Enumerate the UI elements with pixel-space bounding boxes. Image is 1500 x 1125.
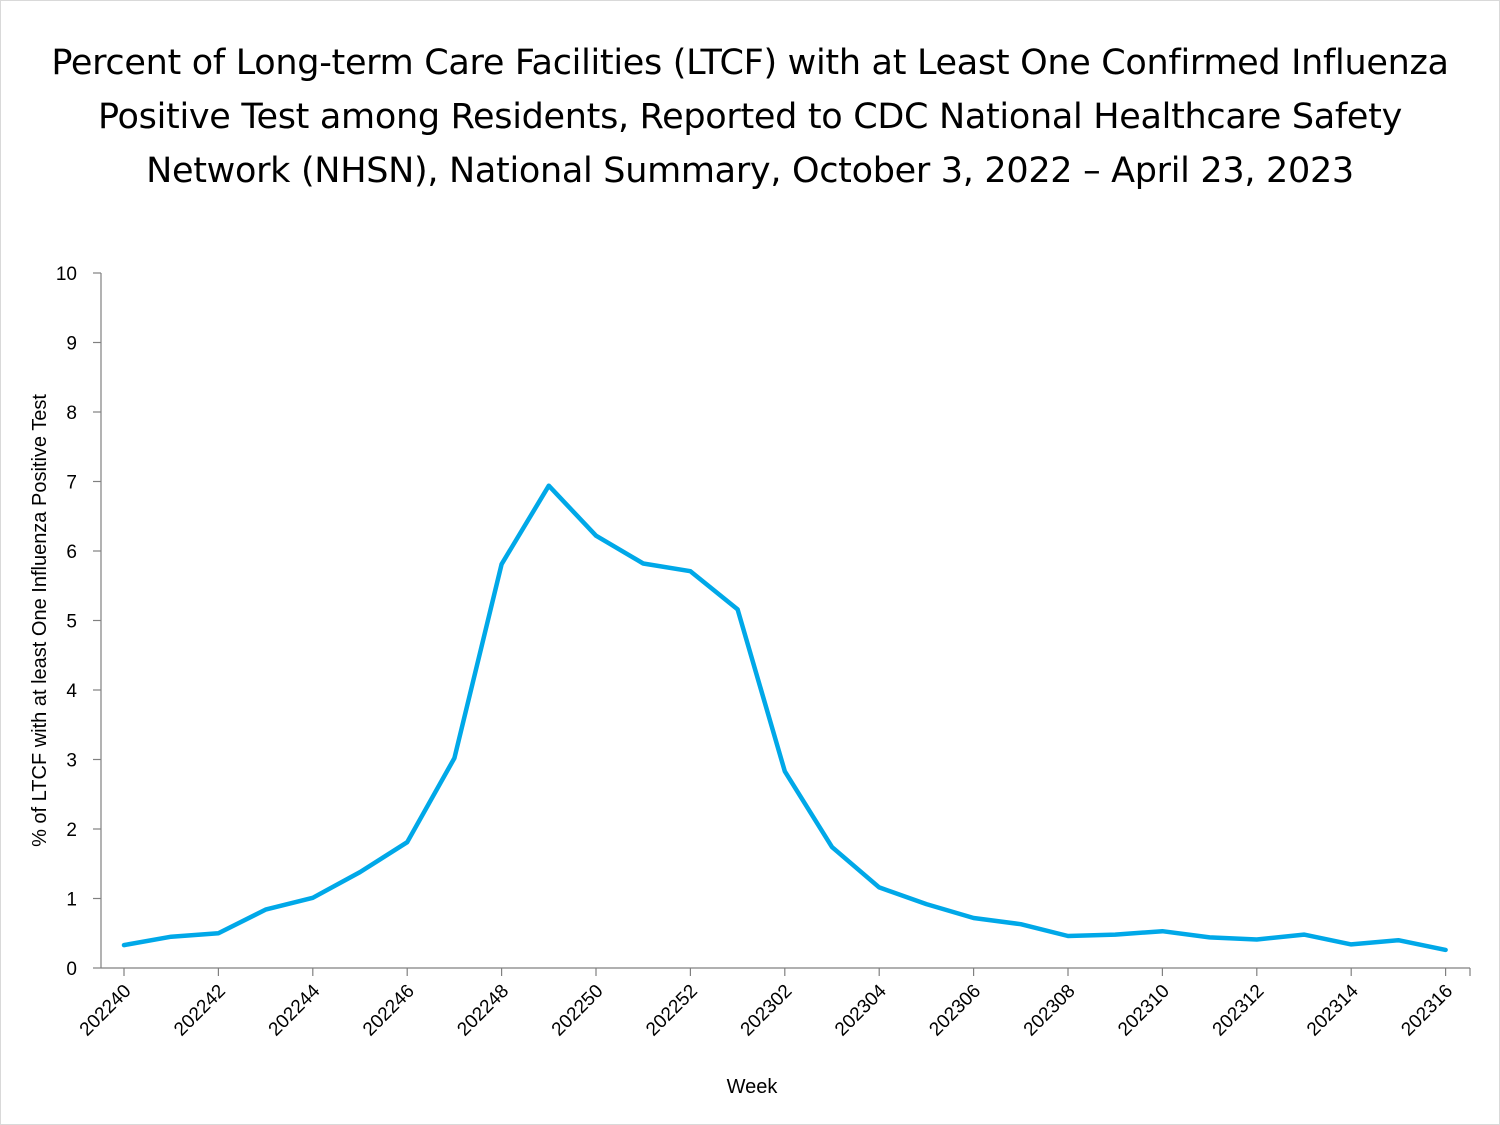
data-point: [1019, 922, 1023, 926]
x-tick-label: 202248: [453, 981, 513, 1041]
chart-title-line-1: Percent of Long-term Care Facilities (LT…: [51, 43, 1449, 83]
x-tick-label: 202302: [737, 981, 797, 1041]
y-tick-label: 2: [66, 820, 77, 841]
data-point: [452, 756, 456, 760]
x-tick-label: 202304: [831, 980, 891, 1040]
data-point: [264, 908, 268, 912]
series-line: [121, 483, 1448, 953]
data-point: [1208, 935, 1212, 939]
y-tick-label: 0: [66, 959, 77, 980]
x-tick-label: 202240: [76, 981, 136, 1041]
y-tick-label: 9: [66, 334, 77, 355]
data-point: [1302, 933, 1306, 937]
data-point: [500, 562, 504, 566]
data-point: [594, 534, 598, 538]
data-point: [405, 840, 409, 844]
series-layer: [121, 483, 1448, 953]
x-tick-label: 202310: [1114, 981, 1174, 1041]
y-tick-label: 5: [66, 612, 77, 633]
x-tick-label: 202246: [359, 981, 419, 1041]
data-point: [1066, 934, 1070, 938]
data-point: [1396, 938, 1400, 942]
data-point: [169, 935, 173, 939]
data-point: [924, 902, 928, 906]
y-tick-label: 8: [66, 403, 77, 424]
data-point: [216, 931, 220, 935]
x-tick-label: 202250: [548, 981, 608, 1041]
y-tick-label: 6: [66, 542, 77, 563]
chart-title-line-3: Network (NHSN), National Summary, Octobe…: [146, 151, 1354, 191]
data-point: [1113, 933, 1117, 937]
x-axis: 202240 202242 202244 202246 202248 202250 2022…: [76, 967, 1471, 1041]
data-point: [122, 943, 126, 947]
x-axis-title: Week: [727, 1076, 779, 1098]
chart-title-line-2: Positive Test among Residents, Reported …: [98, 97, 1402, 137]
data-point: [1160, 929, 1164, 933]
y-axis-title: % of LTCF with at least One Influenza Po…: [29, 394, 51, 847]
x-tick-label: 202312: [1209, 981, 1269, 1041]
data-point: [1349, 942, 1353, 946]
x-tick-label: 202252: [642, 981, 702, 1041]
chart-title: Percent of Long-term Care Facilities (LT…: [0, 36, 1500, 198]
data-point: [877, 885, 881, 889]
data-point: [736, 607, 740, 611]
data-point: [311, 896, 315, 900]
x-tick-label: 202242: [170, 981, 230, 1041]
data-point: [547, 484, 551, 488]
data-point: [358, 870, 362, 874]
x-tick-label: 202314: [1303, 980, 1363, 1040]
data-point: [972, 916, 976, 920]
y-tick-label: 4: [66, 681, 77, 702]
data-point: [783, 769, 787, 773]
x-tick-label: 202306: [925, 981, 985, 1041]
y-axis: 0 1 2 3 4 5 6 7 8 9 10: [56, 264, 102, 980]
y-tick-label: 1: [66, 890, 77, 911]
data-point: [641, 562, 645, 566]
y-tick-label: 10: [56, 264, 77, 285]
data-point: [688, 569, 692, 573]
data-point: [1444, 948, 1448, 952]
y-tick-label: 7: [66, 473, 77, 494]
y-tick-label: 3: [66, 751, 77, 772]
x-tick-label: 202316: [1397, 981, 1457, 1041]
x-tick-label: 202308: [1020, 981, 1080, 1041]
x-tick-label: 202244: [265, 980, 325, 1040]
data-point: [830, 845, 834, 849]
data-point: [1255, 938, 1259, 942]
